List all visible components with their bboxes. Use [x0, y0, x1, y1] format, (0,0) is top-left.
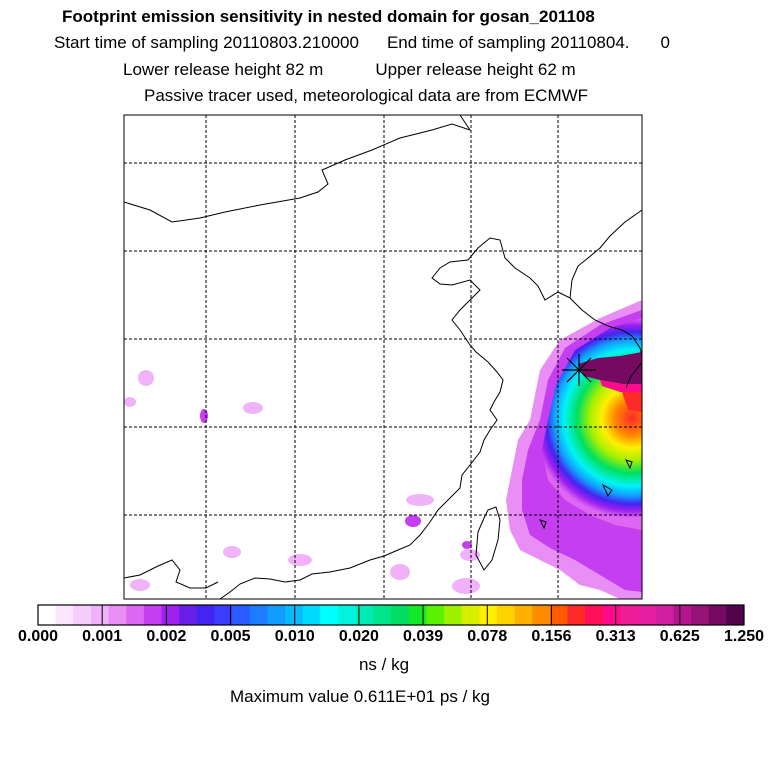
colorbar-cell	[179, 605, 198, 625]
lower-release-label: Lower release height 82 m	[123, 60, 324, 79]
colorbar-cell	[143, 605, 163, 625]
colorbar-cell	[267, 605, 286, 625]
colorbar-cell	[479, 605, 498, 625]
colorbar-cell	[620, 605, 639, 625]
plume-red-patch	[622, 392, 642, 412]
colorbar-cell	[426, 605, 445, 625]
start-time-label: Start time of sampling 20110803.210000	[54, 33, 359, 52]
colorbar-unit: ns / kg	[358, 655, 410, 674]
colorbar-cell	[232, 605, 251, 625]
colorbar-tick-label: 0.002	[146, 628, 187, 645]
colorbar-cell	[655, 605, 674, 625]
end-time-label: End time of sampling 20110804.	[386, 33, 630, 52]
colorbar-cell	[514, 605, 533, 625]
colorbar-cell	[108, 605, 127, 625]
colorbar-cell	[90, 605, 110, 625]
end-time-suffix: 0	[660, 33, 670, 52]
colorbar-cell	[673, 605, 692, 625]
colorbar-tick-label: 0.156	[531, 628, 572, 645]
colorbar-cell	[355, 605, 374, 625]
tracer-note: Passive tracer used, meteorological data…	[144, 86, 589, 105]
colorbar-cell	[320, 605, 339, 625]
plume-magenta-edge	[600, 380, 642, 392]
lat-lon-grid	[124, 115, 642, 599]
colorbar-tick-label: 0.625	[659, 628, 700, 645]
colorbar-cell	[602, 605, 621, 625]
maximum-value-note: Maximum value 0.611E+01 ps / kg	[230, 687, 491, 706]
colorbar-cell	[338, 605, 357, 625]
colorbar-tick-label: 0.005	[210, 628, 251, 645]
colorbar-cell	[214, 605, 233, 625]
colorbar-tick-label: 0.313	[595, 628, 636, 645]
colorbar-cell	[73, 605, 92, 625]
colorbar-cell	[249, 605, 268, 625]
coastlines	[124, 115, 642, 599]
colorbar-cell	[161, 605, 180, 625]
colorbar-cell	[302, 605, 321, 625]
colorbar-cell	[461, 605, 480, 625]
colorbar-tick-label: 1.250	[723, 628, 765, 645]
colorbar-cell	[126, 605, 145, 625]
colorbar-cell	[196, 605, 215, 625]
colorbar-cell	[496, 605, 516, 625]
colorbar-cell	[38, 605, 57, 625]
colorbar-tick-label: 0.001	[82, 628, 123, 645]
colorbar-tick-label: 0.020	[338, 628, 379, 645]
colorbar-cell	[373, 605, 392, 625]
station-marker-icon	[562, 354, 596, 386]
release-height-line: Lower release height 82 m Upper release h…	[123, 60, 576, 80]
colorbar	[37, 604, 745, 626]
colorbar-cell	[567, 605, 586, 625]
colorbar-cell	[638, 605, 657, 625]
colorbar-cell	[691, 605, 710, 625]
plume-max-band	[578, 352, 642, 384]
colorbar-cell	[391, 605, 410, 625]
map-frame	[123, 114, 643, 600]
colorbar-tick-label: 0.039	[403, 628, 444, 645]
mid-sensitivity-speckles	[200, 409, 472, 549]
colorbar-cell	[285, 605, 304, 625]
colorbar-cell	[443, 605, 463, 625]
colorbar-cell	[408, 605, 427, 625]
sampling-time-line: Start time of sampling 20110803.210000 En…	[54, 33, 670, 53]
upper-release-label: Upper release height 62 m	[375, 60, 576, 79]
colorbar-cell	[532, 605, 551, 625]
colorbar-cell	[726, 605, 745, 625]
plot-title: Footprint emission sensitivity in nested…	[62, 7, 595, 26]
colorbar-cell	[55, 605, 74, 625]
colorbar-tick-label: 0.000	[17, 628, 59, 645]
colorbar-cell	[585, 605, 604, 625]
low-sensitivity-speckles	[124, 370, 480, 594]
colorbar-cell	[549, 605, 568, 625]
colorbar-tick-label: 0.078	[467, 628, 508, 645]
colorbar-cell	[708, 605, 727, 625]
colorbar-tick-label: 0.010	[274, 628, 315, 645]
